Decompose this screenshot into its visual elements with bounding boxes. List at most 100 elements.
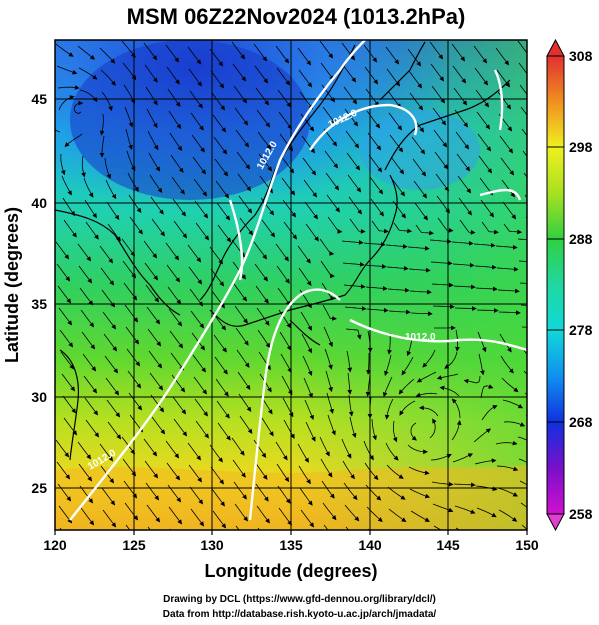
streamline-arrow — [371, 220, 389, 234]
streamline-arrow — [126, 150, 136, 172]
streamline-arrow — [457, 175, 472, 194]
streamline-arrow — [64, 133, 83, 148]
streamline-arrow — [78, 463, 93, 482]
streamline-arrow — [107, 223, 121, 242]
streamline-arrow — [167, 484, 182, 503]
streamline-arrow — [474, 458, 497, 465]
y-tick-label: 30 — [31, 389, 47, 405]
streamline-arrow — [127, 172, 139, 192]
streamline-arrow — [503, 223, 523, 235]
streamline-arrow — [73, 100, 84, 114]
streamline-arrow — [190, 112, 204, 131]
streamline-arrow — [82, 529, 83, 530]
streamline-arrow — [495, 47, 510, 66]
streamline-arrow — [386, 68, 401, 87]
svg-text:1012.0: 1012.0 — [405, 332, 436, 343]
streamline-arrow — [124, 304, 139, 323]
streamline-arrow — [149, 372, 164, 391]
streamline-arrow — [371, 418, 377, 441]
streamline-arrow — [123, 84, 136, 104]
streamline-arrow — [429, 41, 444, 60]
streamline-arrow — [321, 84, 336, 103]
streamline-arrow — [258, 153, 273, 172]
streamline-arrow — [399, 400, 416, 416]
streamline-arrow — [166, 462, 181, 481]
streamline-arrow — [320, 458, 333, 478]
streamline-arrow — [195, 222, 210, 241]
streamline-arrow — [214, 158, 229, 177]
streamline-arrow — [83, 375, 98, 394]
x-tick-label: 140 — [358, 537, 382, 553]
streamline-arrow — [301, 135, 316, 154]
streamline-arrow — [213, 136, 228, 155]
streamline-arrow — [391, 178, 405, 197]
streamline-arrow — [474, 67, 489, 86]
streamline-arrow — [327, 414, 336, 436]
streamline-arrow — [416, 371, 437, 383]
streamline-arrow — [473, 45, 488, 64]
colorbar-tick: 298 — [569, 139, 593, 155]
streamline-arrow — [366, 353, 371, 375]
streamlines — [55, 40, 527, 530]
streamline-arrow — [367, 330, 373, 353]
streamline-arrow — [209, 48, 224, 67]
streamline-arrow — [300, 113, 315, 132]
streamline-arrow — [168, 110, 182, 130]
streamline-arrow — [496, 465, 519, 472]
streamline-arrow — [55, 129, 61, 133]
streamline-arrow — [520, 304, 527, 306]
streamline-arrow — [253, 241, 267, 260]
streamline-arrow — [364, 66, 379, 85]
streamline-arrow — [239, 415, 253, 434]
streamline-arrow — [233, 481, 247, 500]
streamline-arrow — [127, 370, 142, 389]
streamline-arrow — [341, 438, 352, 459]
colorbar: 308 298 288 278 268 258 — [546, 38, 593, 532]
streamline-arrow — [278, 111, 293, 130]
streamline-arrow — [495, 440, 518, 446]
streamline-arrow — [302, 157, 317, 176]
streamline-arrow — [502, 399, 524, 409]
streamline-arrow — [497, 487, 519, 497]
streamline-arrow — [79, 485, 94, 504]
streamline-arrow — [105, 377, 120, 396]
streamline-arrow — [480, 384, 494, 399]
y-axis: 25 30 35 40 45 Latitude (degrees) — [2, 91, 47, 496]
streamline-arrow — [62, 197, 76, 217]
streamline-arrow — [129, 216, 143, 235]
streamline-arrow — [475, 485, 498, 491]
streamline-arrow — [520, 106, 527, 116]
streamline-arrow — [107, 421, 122, 440]
streamline-arrow — [213, 334, 227, 353]
streamline-arrow — [388, 508, 407, 523]
streamline-arrow — [454, 306, 477, 311]
streamline-arrow — [125, 326, 140, 345]
streamline-arrow — [349, 218, 366, 234]
streamline-arrow — [525, 216, 527, 220]
streamline-arrow — [393, 222, 412, 234]
streamline-arrow — [187, 244, 202, 263]
streamline-arrow — [320, 62, 335, 81]
streamline-arrow — [478, 529, 479, 530]
streamline-arrow — [408, 70, 423, 89]
streamline-arrow — [276, 265, 290, 284]
streamline-arrow — [451, 420, 462, 441]
streamline-arrow — [297, 245, 311, 264]
streamline-arrow — [58, 505, 73, 524]
isobar-contours — [69, 40, 527, 521]
streamline-arrow — [451, 240, 474, 246]
streamline-arrow — [459, 219, 476, 235]
streamline-arrow — [257, 131, 272, 150]
streamline-arrow — [300, 311, 312, 331]
streamline-arrow — [348, 394, 354, 417]
x-tick-label: 125 — [122, 537, 146, 553]
streamline-arrow — [165, 440, 180, 459]
streamline-arrow — [414, 202, 428, 221]
streamline-arrow — [58, 95, 75, 111]
x-tick-label: 130 — [200, 537, 224, 553]
streamline-arrow — [368, 154, 383, 173]
x-tick-label: 150 — [515, 537, 539, 553]
streamline-arrow — [495, 244, 518, 250]
streamline-arrow — [193, 178, 207, 197]
streamline-arrow — [326, 392, 334, 414]
